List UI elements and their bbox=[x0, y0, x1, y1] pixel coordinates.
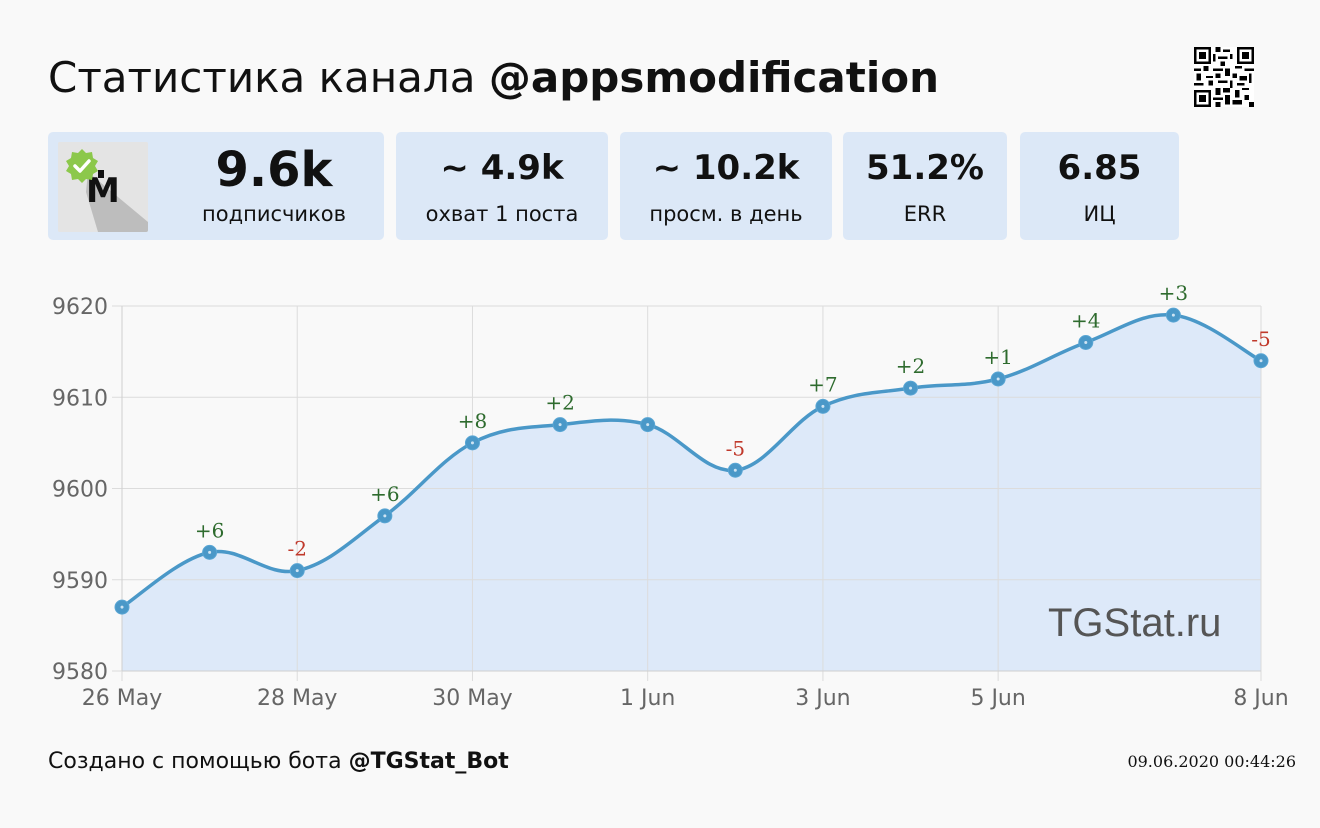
data-point-center bbox=[996, 377, 1000, 381]
data-point-center bbox=[295, 569, 299, 573]
data-label: +2 bbox=[545, 391, 574, 415]
daily-views-card: ~ 10.2k просм. в день bbox=[620, 132, 832, 240]
channel-handle[interactable]: @appsmodification bbox=[488, 53, 940, 102]
data-point-center bbox=[383, 514, 387, 518]
footer-credit: Создано с помощью бота @TGStat_Bot bbox=[48, 748, 509, 776]
y-tick-label: 9610 bbox=[52, 386, 108, 411]
channel-avatar-icon[interactable]: M bbox=[58, 142, 148, 232]
err-label: ERR bbox=[903, 202, 947, 226]
bot-link[interactable]: @TGStat_Bot bbox=[348, 749, 509, 774]
data-label: -2 bbox=[287, 537, 306, 561]
data-label: -5 bbox=[726, 436, 745, 460]
data-label: +2 bbox=[896, 354, 925, 378]
data-point-center bbox=[1084, 341, 1088, 344]
daily-views-label: просм. в день bbox=[649, 202, 803, 226]
data-point-center bbox=[120, 605, 124, 609]
x-tick-label: 3 Jun bbox=[795, 686, 850, 711]
x-tick-label: 28 May bbox=[257, 686, 337, 711]
citation-index-card: 6.85 ИЦ bbox=[1020, 132, 1179, 240]
err-card: 51.2% ERR bbox=[843, 132, 1007, 240]
x-tick-label: 1 Jun bbox=[620, 686, 675, 711]
reach-value: ~ 4.9k bbox=[440, 148, 564, 188]
data-label: +7 bbox=[808, 372, 837, 396]
qr-code-icon[interactable] bbox=[1194, 47, 1254, 107]
x-tick-label: 30 May bbox=[432, 686, 512, 711]
x-tick-label: 8 Jun bbox=[1233, 686, 1288, 711]
data-label: +6 bbox=[370, 482, 399, 506]
data-point-center bbox=[1171, 313, 1175, 317]
footer-prefix: Создано с помощью бота bbox=[48, 749, 342, 774]
data-point-center bbox=[1259, 359, 1263, 363]
y-tick-label: 9620 bbox=[52, 295, 108, 320]
subscribers-label: подписчиков bbox=[202, 202, 346, 226]
reach-card: ~ 4.9k охват 1 поста bbox=[396, 132, 608, 240]
page-title: Статистика канала @appsmodification bbox=[48, 52, 939, 104]
data-point-center bbox=[208, 550, 212, 554]
y-tick-label: 9600 bbox=[52, 478, 108, 503]
citation-index-label: ИЦ bbox=[1083, 202, 1116, 226]
y-tick-label: 9580 bbox=[52, 660, 108, 685]
reach-label: охват 1 поста bbox=[425, 202, 579, 226]
subscribers-card: M 9.6k подписчиков bbox=[48, 132, 384, 240]
data-label: +6 bbox=[195, 518, 224, 542]
data-point-center bbox=[909, 386, 913, 390]
x-tick-label: 26 May bbox=[82, 686, 162, 711]
footer-timestamp: 09.06.2020 00:44:26 bbox=[1127, 752, 1296, 771]
data-label: +3 bbox=[1159, 281, 1188, 305]
y-tick-label: 9590 bbox=[52, 569, 108, 594]
data-label: +8 bbox=[458, 409, 487, 433]
data-point-center bbox=[558, 423, 562, 427]
x-tick-label: 5 Jun bbox=[970, 686, 1025, 711]
data-label: -5 bbox=[1251, 327, 1270, 351]
data-label: +4 bbox=[1071, 309, 1100, 333]
data-point-center bbox=[733, 468, 737, 472]
subscribers-value: 9.6k bbox=[215, 142, 333, 198]
subscribers-chart: 9580 9590 9600 9610 9620 26 May 28 May 30 May 1 … bbox=[52, 281, 1289, 711]
daily-views-value: ~ 10.2k bbox=[652, 148, 800, 188]
err-value: 51.2% bbox=[866, 148, 984, 188]
citation-index-value: 6.85 bbox=[1057, 148, 1142, 188]
data-point-center bbox=[470, 441, 474, 445]
area-fill bbox=[122, 314, 1261, 671]
verified-badge-icon bbox=[66, 149, 98, 183]
data-label: +1 bbox=[983, 345, 1012, 369]
data-point-center bbox=[646, 423, 650, 427]
title-prefix: Статистика канала bbox=[48, 53, 476, 102]
watermark: TGStat.ru bbox=[1048, 601, 1222, 645]
data-point-center bbox=[821, 404, 825, 408]
